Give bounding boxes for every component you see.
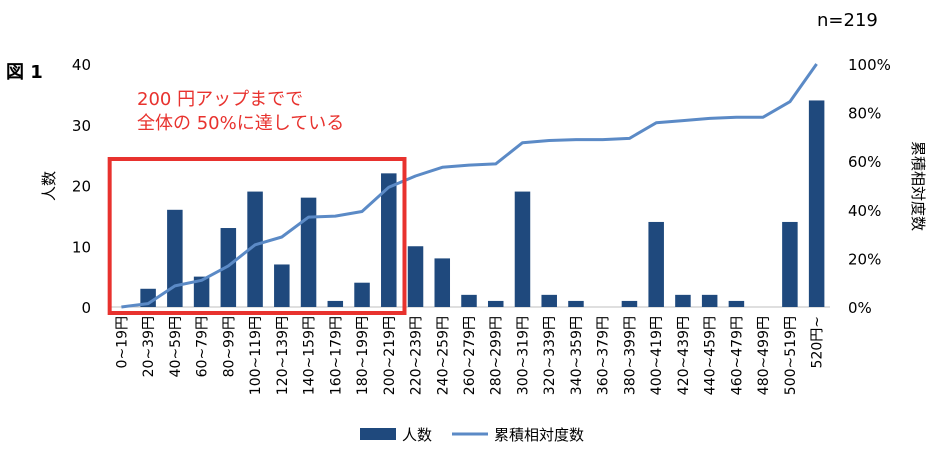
legend-label-bar: 人数: [402, 426, 432, 444]
x-tick-label: 520円~: [810, 316, 826, 368]
bar: [193, 276, 210, 307]
x-tick-label: 220~239円: [409, 316, 425, 395]
x-tick-label: 160~179円: [328, 316, 344, 395]
y2-tick-label: 20%: [848, 250, 881, 268]
x-tick-label: 340~359円: [569, 316, 585, 395]
bar: [487, 300, 504, 307]
bar: [461, 294, 477, 307]
x-tick-label: 60~79円: [195, 316, 211, 377]
annotation: 200 円アップまでで 全体の 50%に達している: [137, 88, 344, 136]
y2-tick-label: 100%: [848, 56, 891, 74]
bar: [782, 221, 798, 307]
y-tick-label: 20: [72, 178, 91, 196]
bar: [541, 294, 557, 307]
x-tick-label: 140~159円: [302, 316, 318, 395]
legend-label-line: 累積相対度数: [494, 426, 584, 444]
x-tick-label: 420~439円: [676, 316, 692, 395]
y-axis-title: 人数: [40, 171, 58, 201]
x-tick-label: 240~259円: [435, 316, 451, 395]
bar: [407, 246, 424, 307]
x-tick-label: 40~59円: [168, 316, 184, 377]
x-tick-label: 300~319円: [516, 316, 532, 395]
bar: [167, 209, 183, 307]
y2-tick-label: 40%: [848, 202, 881, 220]
bar: [701, 294, 718, 307]
bar: [274, 264, 290, 307]
bar: [808, 100, 825, 307]
x-tick-label: 260~279円: [462, 316, 478, 395]
y-tick-label: 0: [81, 299, 91, 317]
annotation-line-2: 全体の 50%に達している: [137, 113, 345, 134]
bar: [675, 294, 691, 307]
x-tick-label: 360~379円: [596, 316, 612, 395]
bar: [300, 197, 317, 307]
bar: [568, 300, 584, 307]
x-tick-label: 480~499円: [756, 316, 772, 395]
x-tick-label: 200~219円: [382, 316, 398, 395]
x-tick-label: 100~119円: [248, 316, 264, 395]
annotation-line-1: 200 円アップまでで: [137, 89, 304, 110]
bar: [354, 282, 370, 307]
x-tick-label: 280~299円: [489, 316, 505, 395]
x-tick-label: 80~99円: [221, 316, 237, 377]
x-tick-label: 380~399円: [622, 316, 638, 395]
y2-axis-title: 累積相対度数: [909, 141, 927, 231]
x-tick-label: 500~519円: [783, 316, 799, 395]
highlight-box: [107, 157, 407, 315]
y2-tick-label: 60%: [848, 153, 881, 171]
y-tick-label: 10: [72, 238, 91, 256]
figure-label: 図 1: [6, 62, 43, 83]
y2-tick-label: 0%: [848, 299, 872, 317]
y-tick-label: 40: [72, 56, 91, 74]
bar: [648, 221, 664, 307]
x-tick-label: 460~479円: [729, 316, 745, 395]
bar: [621, 300, 638, 307]
x-tick-label: 120~139円: [275, 316, 291, 395]
bar: [434, 258, 451, 307]
cumulative-line: [121, 63, 818, 309]
legend-swatch-bar: [360, 428, 396, 440]
x-tick-label: 20~39円: [141, 316, 157, 377]
y-tick-label: 30: [72, 117, 91, 135]
bar: [728, 300, 745, 307]
bar: [247, 191, 263, 307]
x-tick-label: 0~19円: [114, 316, 130, 368]
x-tick-label: 400~419円: [649, 316, 665, 395]
bar: [327, 300, 344, 307]
bar: [381, 173, 397, 307]
x-tick-label: 320~339円: [542, 316, 558, 395]
sample-size-label: n=219: [817, 10, 878, 31]
x-tick-label: 440~459円: [703, 316, 719, 395]
y2-tick-label: 80%: [848, 105, 881, 123]
x-tick-label: 180~199円: [355, 316, 371, 395]
bar: [514, 191, 531, 307]
